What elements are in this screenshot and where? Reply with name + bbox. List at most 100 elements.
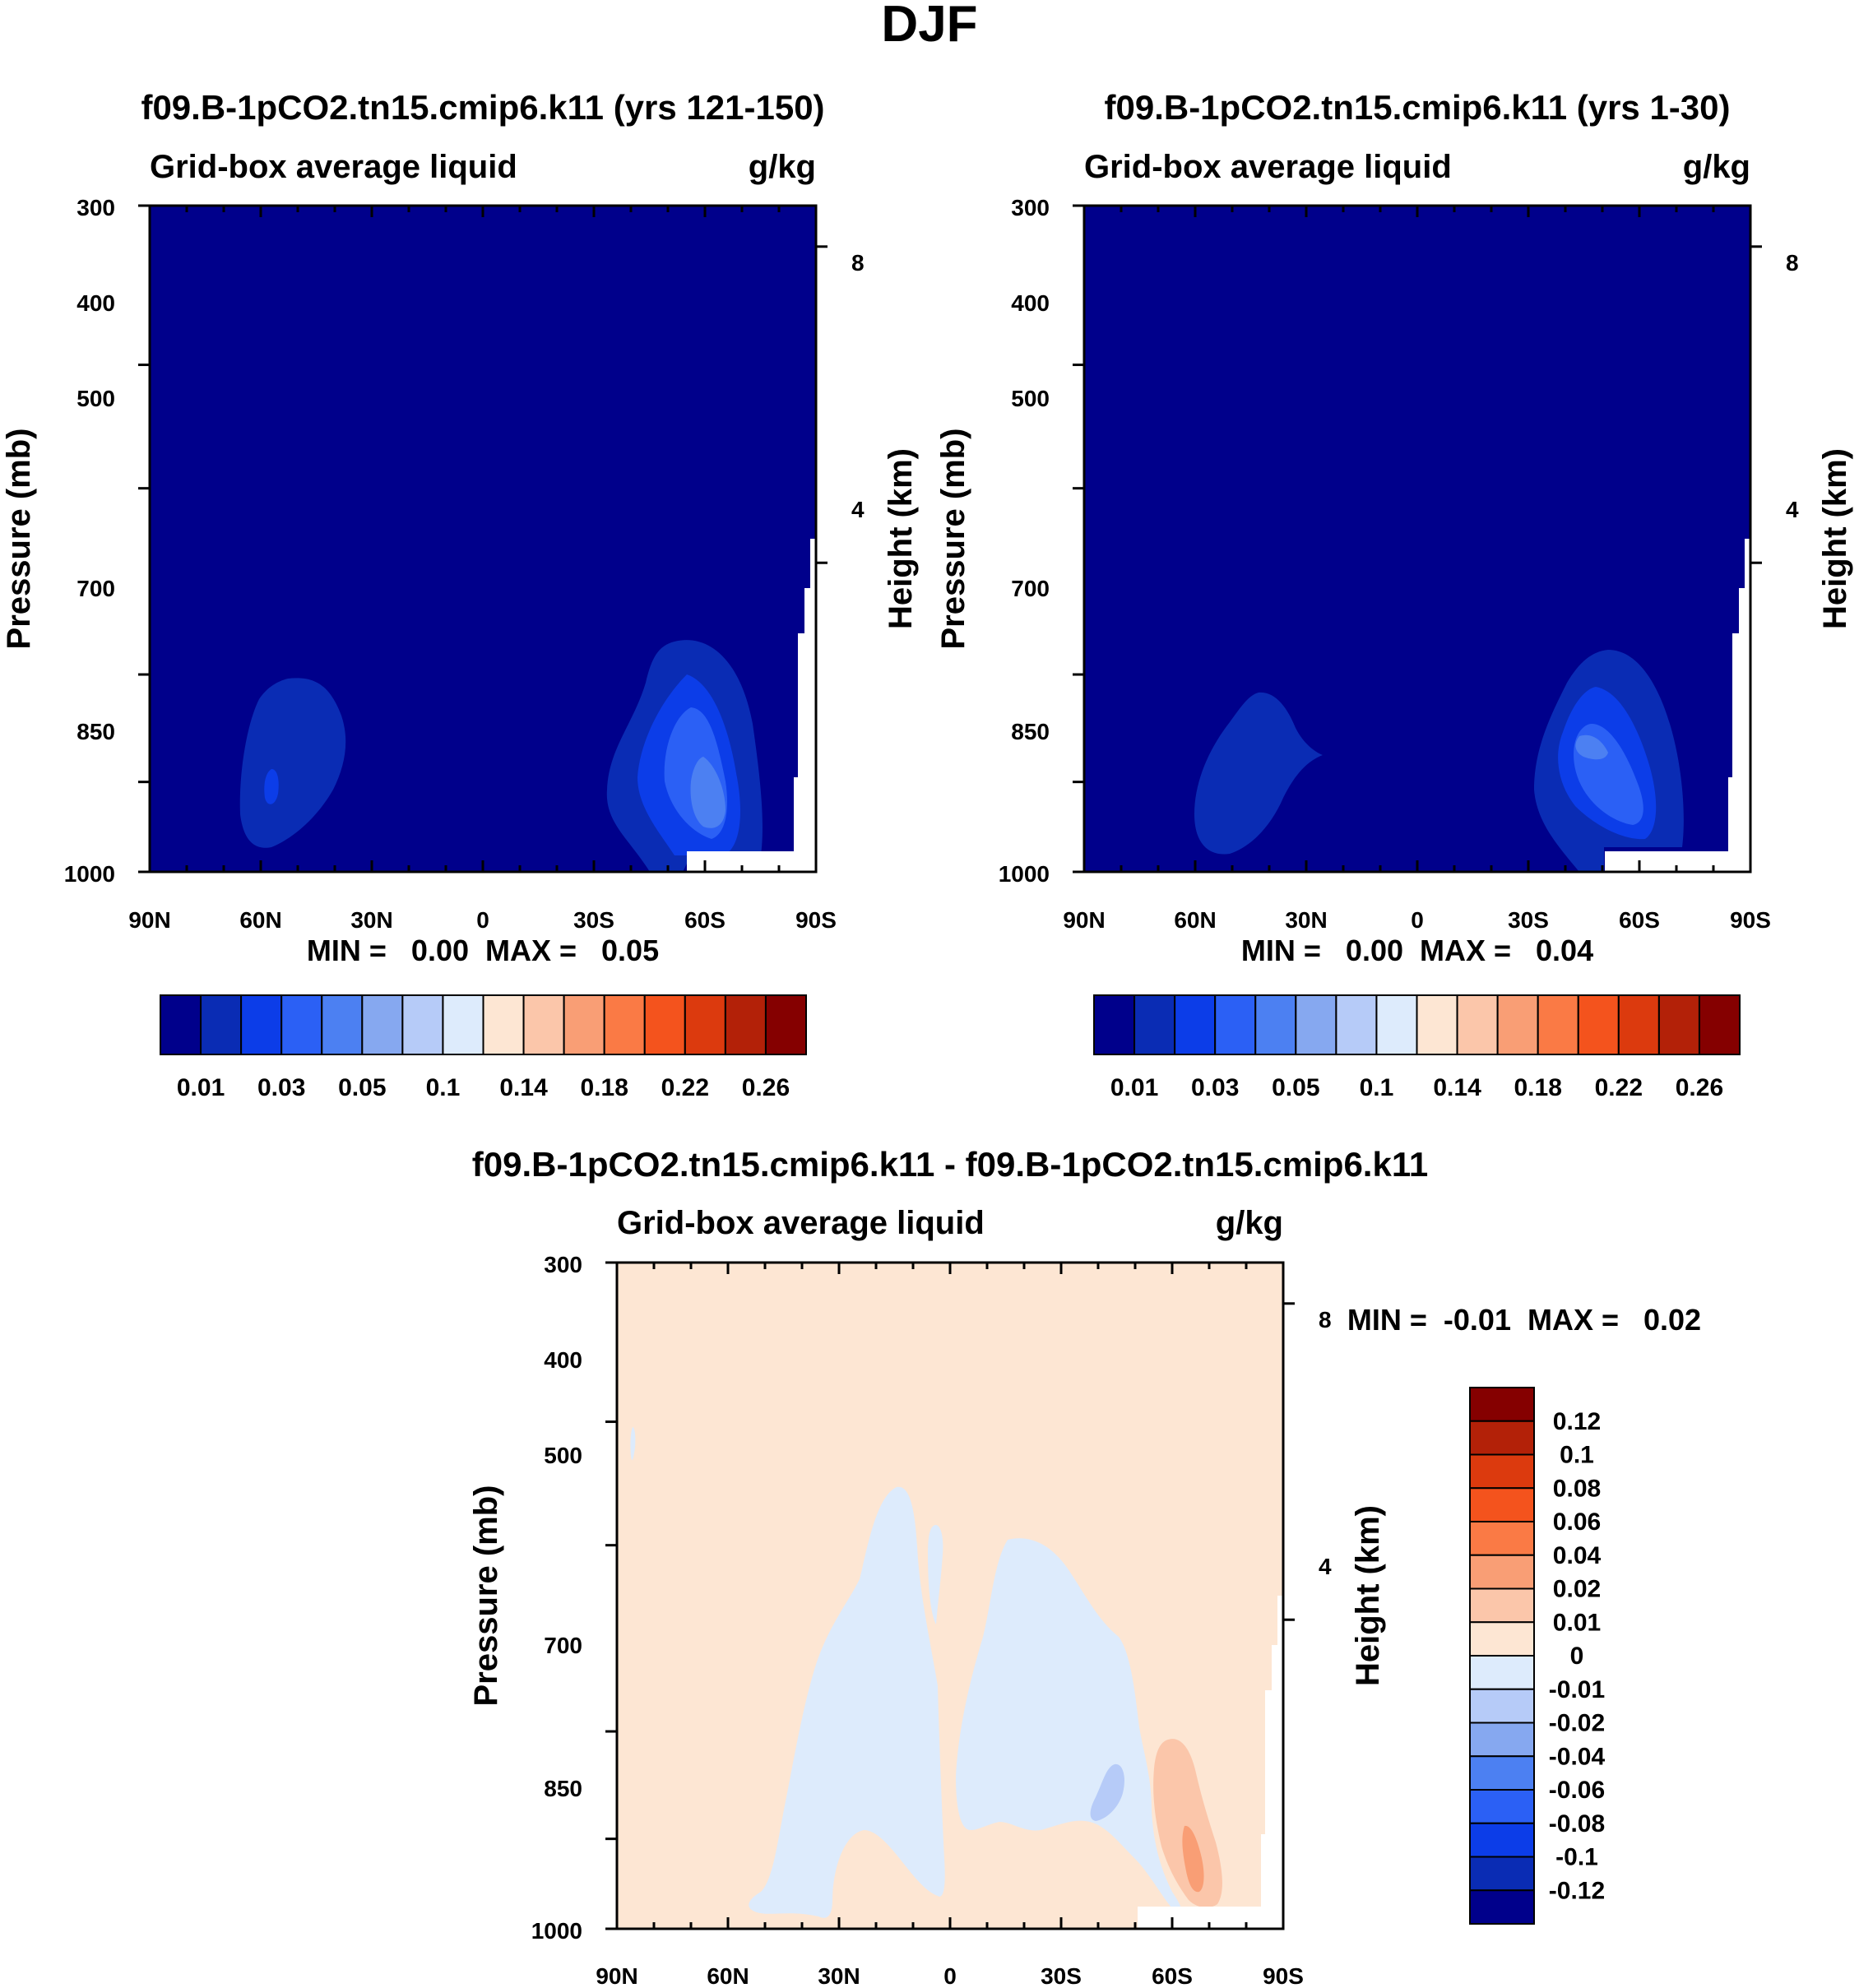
colorbar-swatch [1469, 1453, 1535, 1490]
colorbar-swatch [1469, 1487, 1535, 1522]
ytick-label: 700 [76, 576, 115, 601]
colorbar-label: 0.22 [661, 1074, 709, 1101]
contour-field [617, 1263, 1283, 1929]
colorbar: 0.01 0.03 0.05 0.1 0.14 0.18 0.22 0.26 [1093, 994, 1741, 1101]
y2-axis-label: Height (km) [883, 448, 919, 629]
colorbar-swatch [764, 994, 807, 1055]
colorbar-swatch [1657, 994, 1700, 1055]
colorbar: 0.12 0.1 0.08 0.06 0.04 0.02 0.01 0 -0.01 -0.02 -0… [1469, 1387, 1606, 1925]
colorbar-label: 0.14 [499, 1074, 548, 1101]
xtick-label: 60S [684, 907, 726, 933]
y2-axis-label: Height (km) [1817, 448, 1853, 629]
panel-bottom-difference: f09.B-1pCO2.tn15.cmip6.k11 - f09.B-1pCO2… [468, 1145, 1701, 1988]
min-max-label: MIN = 0.00 MAX = 0.05 [307, 934, 659, 967]
contour-sh-level-4 [1575, 734, 1608, 760]
colorbar-swatch [1133, 994, 1176, 1055]
plot-frame [148, 204, 818, 874]
colorbar-swatch [1469, 1655, 1535, 1690]
xtick-label: 60N [1174, 907, 1216, 933]
units-label: g/kg [749, 149, 816, 185]
ytick-label: 400 [544, 1347, 582, 1373]
colorbar-swatch [603, 994, 646, 1055]
colorbar-swatch [240, 994, 283, 1055]
contour-negative-right [956, 1538, 1182, 1916]
contour-nh-level-2 [264, 769, 279, 804]
colorbar-swatch [684, 994, 726, 1055]
colorbar-swatch [1335, 994, 1378, 1055]
xtick-label: 60N [239, 907, 281, 933]
colorbar-label: 0.06 [1553, 1508, 1601, 1536]
colorbar-label: 0.14 [1433, 1074, 1481, 1101]
xtick-label: 90N [1063, 907, 1105, 933]
colorbar-swatch [1456, 994, 1499, 1055]
colorbar-label: 0.03 [1191, 1074, 1239, 1101]
y2tick-label: 8 [1319, 1307, 1332, 1332]
ytick-label: 400 [1011, 290, 1050, 316]
missing-data-region [687, 539, 816, 872]
colorbar-swatch [1496, 994, 1539, 1055]
xtick-label: 30S [1041, 1963, 1082, 1988]
xtick-label: 30N [1285, 907, 1327, 933]
contour-negative-sliver [928, 1525, 943, 1624]
contour-positive-level-1 [1153, 1739, 1222, 1908]
colorbar-swatch [1617, 994, 1660, 1055]
colorbar-swatch [1469, 1822, 1535, 1858]
axes: 90N 60N 30N 0 30S 60S 90S 300 400 500 70… [1, 195, 919, 967]
min-max-label: MIN = 0.00 MAX = 0.04 [1241, 934, 1593, 967]
colorbar-swatch [1469, 1889, 1535, 1925]
ytick-label: 500 [76, 386, 115, 411]
colorbar-label: 0.12 [1553, 1408, 1601, 1435]
colorbar-label: 0.01 [1110, 1074, 1158, 1101]
ytick-label: 500 [1011, 386, 1050, 411]
xtick-label: 90S [1263, 1963, 1304, 1988]
y2tick-label: 8 [1786, 250, 1799, 276]
units-label: g/kg [1683, 149, 1750, 185]
colorbar-label: 0.03 [257, 1074, 305, 1101]
colorbar-swatch [1469, 1621, 1535, 1657]
colorbar-label: 0 [1570, 1643, 1584, 1670]
variable-label: Grid-box average liquid [1084, 149, 1452, 185]
colorbar-swatch [1469, 1722, 1535, 1758]
variable-label: Grid-box average liquid [617, 1205, 985, 1241]
xtick-label: 60S [1152, 1963, 1193, 1988]
xtick-label: 90N [128, 907, 170, 933]
colorbar-label: 0.01 [177, 1074, 225, 1101]
colorbar-label: -0.04 [1549, 1743, 1606, 1770]
plot-frame [1082, 204, 1752, 874]
colorbar-label: -0.1 [1555, 1844, 1598, 1871]
colorbar-label: 0.26 [742, 1074, 790, 1101]
colorbar-swatch [160, 994, 202, 1055]
colorbar-swatch [1469, 1856, 1535, 1892]
colorbar-label: 0.04 [1553, 1542, 1602, 1569]
xtick-label: 90S [1730, 907, 1771, 933]
contour-sh-level-4 [690, 757, 726, 828]
colorbar-swatch [1537, 994, 1579, 1055]
colorbar-label: -0.12 [1549, 1877, 1605, 1904]
colorbar-swatch [1469, 1554, 1535, 1590]
colorbar-swatch [280, 994, 323, 1055]
y2tick-label: 4 [1319, 1554, 1332, 1579]
panel-title: f09.B-1pCO2.tn15.cmip6.k11 - f09.B-1pCO2… [472, 1145, 1428, 1184]
colorbar-swatch [442, 994, 484, 1055]
ytick-label: 500 [544, 1443, 582, 1468]
colorbar-swatch [401, 994, 444, 1055]
contour-field [150, 206, 816, 872]
ytick-label: 850 [76, 719, 115, 744]
xtick-label: 0 [476, 907, 489, 933]
colorbar-label: -0.01 [1549, 1676, 1605, 1703]
xtick-label: 30S [1508, 907, 1549, 933]
colorbar-swatch [1174, 994, 1217, 1055]
ytick-label: 300 [76, 195, 115, 220]
min-max-label: MIN = -0.01 MAX = 0.02 [1347, 1303, 1701, 1337]
xtick-label: 60S [1619, 907, 1660, 933]
colorbar-label: -0.06 [1549, 1777, 1605, 1804]
colorbar-label: -0.02 [1549, 1710, 1605, 1737]
contour-nh-level-1 [1194, 692, 1323, 855]
contour-nh-level-1 [239, 678, 346, 848]
ytick-label: 850 [1011, 719, 1050, 744]
xtick-label: 90S [795, 907, 837, 933]
colorbar-label: 0.1 [1360, 1074, 1394, 1101]
y-axis-label: Pressure (mb) [935, 429, 971, 650]
axes: 90N 60N 30N 0 30S 60S 90S 300 400 500 70… [935, 195, 1853, 967]
colorbar-swatch [1214, 994, 1257, 1055]
